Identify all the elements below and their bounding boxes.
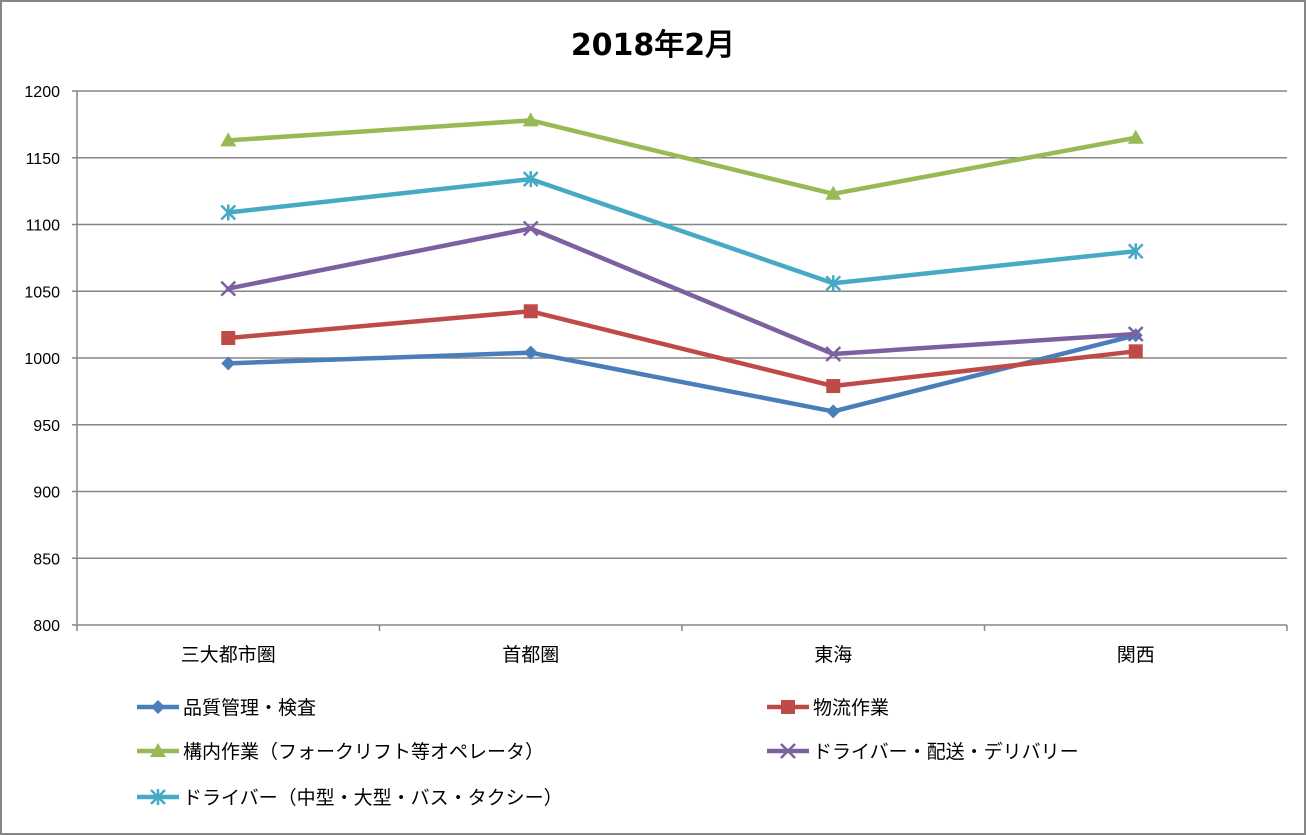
y-tick-label: 850 [33, 551, 60, 568]
data-point [1127, 243, 1144, 260]
legend-label: ドライバー・配送・デリバリー [813, 741, 1079, 763]
data-point [523, 345, 538, 360]
legend-label: 品質管理・検査 [183, 697, 316, 719]
data-point [1127, 326, 1144, 342]
y-axis: 800 850 900 950 1000 1050 1100 1150 1200 [24, 84, 78, 635]
data-point [522, 171, 539, 188]
data-point [522, 220, 539, 237]
data-point [523, 304, 538, 319]
data-point [220, 132, 237, 147]
series-group [220, 112, 1144, 419]
y-tick-label: 800 [33, 618, 60, 635]
y-tick-label: 950 [33, 418, 60, 435]
series-line [226, 333, 1138, 414]
data-point [220, 280, 237, 297]
series-1 [221, 304, 1143, 394]
series-line [226, 118, 1138, 197]
legend-marker-icon [150, 743, 166, 757]
x-tick-label: 首都圏 [502, 644, 559, 666]
legend-marker-icon [151, 700, 165, 714]
gridlines [77, 90, 1287, 626]
legend-marker-icon [781, 700, 795, 714]
legend-marker-icon [150, 789, 166, 805]
legend-label: 構内作業（フォークリフト等オペレータ） [183, 741, 544, 763]
data-point [1128, 344, 1143, 359]
data-point [221, 356, 236, 371]
data-point [825, 275, 842, 292]
series-2 [220, 112, 1144, 200]
series-3 [220, 220, 1144, 362]
data-point [221, 330, 236, 345]
x-tick-label: 三大都市圏 [181, 644, 276, 666]
x-tick-label: 東海 [814, 644, 852, 666]
data-point [522, 112, 539, 127]
legend-label: 物流作業 [813, 697, 889, 719]
data-point [826, 379, 841, 394]
legend-marker-icon [780, 743, 796, 759]
data-point [825, 185, 842, 200]
y-tick-label: 1100 [26, 218, 61, 235]
series-line [226, 309, 1138, 389]
legend-item: 品質管理・検査 [137, 697, 316, 719]
y-tick-label: 900 [33, 485, 60, 502]
y-tick-label: 1150 [26, 151, 61, 168]
series-4 [220, 171, 1144, 292]
chart-title: 2018年2月 [571, 28, 735, 63]
legend-item: ドライバー（中型・大型・バス・タクシー） [137, 787, 563, 809]
y-tick-label: 1050 [24, 284, 60, 301]
data-point [825, 346, 842, 362]
x-tick-label: 関西 [1117, 644, 1155, 666]
series-line [226, 226, 1138, 357]
data-point [1127, 129, 1144, 144]
x-axis: 三大都市圏 首都圏 東海 関西 [76, 625, 1288, 666]
data-point [220, 204, 237, 221]
series-line [226, 176, 1138, 286]
legend-label: ドライバー（中型・大型・バス・タクシー） [183, 787, 563, 809]
legend-item: ドライバー・配送・デリバリー [767, 741, 1079, 763]
y-tick-label: 1000 [24, 351, 60, 368]
data-point [826, 404, 841, 419]
legend-item: 構内作業（フォークリフト等オペレータ） [137, 741, 544, 763]
y-tick-label: 1200 [24, 84, 60, 101]
series-0 [221, 328, 1143, 419]
legend-item: 物流作業 [767, 697, 889, 719]
